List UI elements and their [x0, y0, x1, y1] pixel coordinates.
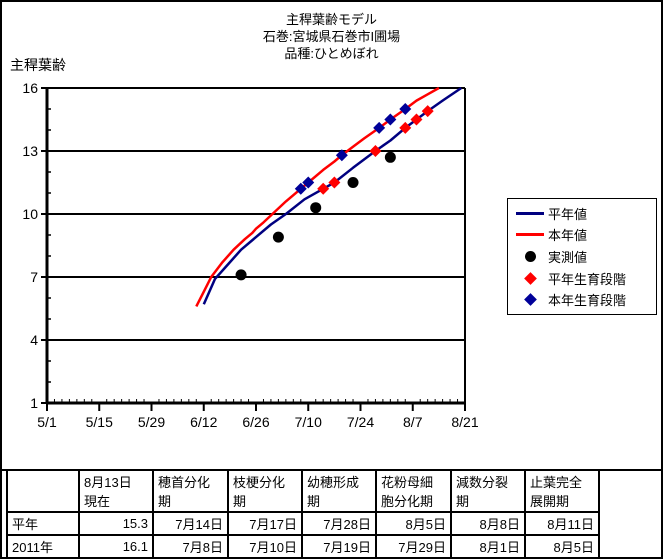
stage-point-marker [399, 103, 412, 115]
legend-label: 平年生育段階 [548, 271, 627, 287]
x-tick-label: 8/21 [451, 414, 478, 430]
table-header-row: 8月13日 現在 穂首分化 期 枝梗分化 期 幼穂形成 期 花粉母細 胞分化期 … [6, 471, 600, 513]
table-row-normal: 平年 15.3 7月14日 7月17日 7月28日 8月5日 8月8日 8月11… [6, 511, 600, 536]
this-year-stage-icon [523, 293, 537, 307]
header-empty [6, 471, 80, 513]
legend-item-normal-line: 平年値 [512, 204, 652, 223]
stage-point-marker [317, 182, 330, 195]
cell-value: 8月11日 [524, 511, 600, 536]
stage-point-marker [294, 182, 307, 195]
chart-title-line1: 主稈葉齢モデル [285, 12, 377, 27]
cell-value: 7月14日 [152, 511, 229, 536]
cell-value: 7月29日 [375, 534, 452, 557]
header-current-leaf-age: 8月13日 現在 [78, 471, 154, 513]
header-stage-3: 幼穂形成 期 [301, 471, 377, 513]
x-tick-label: 5/1 [37, 414, 57, 430]
cell-value: 15.3 [78, 511, 154, 536]
this-year-line [195, 86, 440, 307]
x-tick-label: 8/7 [403, 414, 423, 430]
chart-title-line3: 品種:ひとめぼれ [284, 46, 379, 61]
stage-point-marker [302, 176, 315, 189]
legend-item-this-year-stage: 本年生育段階 [512, 290, 652, 309]
legend-label: 本年値 [548, 228, 588, 244]
stage-point-marker [399, 121, 412, 134]
observed-point-marker [272, 231, 284, 243]
stage-point-marker [384, 113, 397, 126]
observed-point-icon [524, 250, 536, 262]
cell-value: 7月17日 [227, 511, 303, 536]
cell-value: 7月8日 [152, 534, 229, 557]
leaf-age-chart: 16 13 10 7 4 1 5/1 5/15 5/29 6/12 6/26 7/10 7/24 8/7 8… [22, 80, 478, 430]
observed-point-marker [235, 269, 247, 281]
growth-stage-table-section: 8月13日 現在 穂首分化 期 枝梗分化 期 幼穂形成 期 花粉母細 胞分化期 … [2, 469, 661, 557]
stage-point-marker [369, 145, 382, 157]
cell-value: 7月28日 [301, 511, 377, 536]
cell-value: 8月5日 [375, 511, 452, 536]
stage-point-marker [421, 105, 434, 118]
observed-point-marker [347, 177, 359, 188]
header-stage-5: 減数分裂 期 [450, 471, 526, 513]
row-label: 2011年 [6, 534, 80, 557]
stage-point-marker [410, 113, 423, 126]
growth-stage-table: 8月13日 現在 穂首分化 期 枝梗分化 期 幼穂形成 期 花粉母細 胞分化期 … [6, 471, 600, 557]
cell-value: 7月19日 [301, 534, 377, 557]
this-year-stage-points [294, 103, 412, 195]
x-tick-label: 6/26 [242, 414, 269, 430]
legend-label: 平年値 [548, 206, 588, 222]
cell-value: 8月8日 [450, 511, 526, 536]
y-tick-label: 10 [22, 206, 38, 222]
y-tick-label: 4 [30, 332, 38, 348]
y-axis-title: 主稈葉齢 [10, 57, 66, 73]
y-tick-label: 13 [22, 143, 38, 159]
chart-title-line2: 石巻:宮城県石巻市I圃場 [262, 29, 401, 44]
legend-item-normal-stage: 平年生育段階 [512, 269, 652, 288]
this-year-line-icon [516, 233, 544, 237]
x-tick-label: 5/15 [86, 414, 113, 430]
stage-point-marker [335, 149, 348, 162]
stage-point-marker [373, 121, 386, 134]
header-stage-1: 穂首分化 期 [152, 471, 229, 513]
legend-item-this-year-line: 本年値 [512, 225, 652, 244]
cell-value: 7月10日 [227, 534, 303, 557]
legend-item-observed: 実測値 [512, 247, 652, 266]
chart-legend: 平年値 本年値 実測値 平年生育段階 本年生育段階 [507, 198, 657, 315]
table-row-2011: 2011年 16.1 7月8日 7月10日 7月19日 7月29日 8月1日 8… [6, 534, 600, 557]
observed-point-marker [384, 151, 396, 163]
observed-point-marker [310, 202, 322, 214]
cell-value: 8月5日 [524, 534, 600, 557]
y-tick-label: 16 [22, 80, 38, 96]
chart-title: 主稈葉齢モデル 石巻:宮城県石巻市I圃場 品種:ひとめぼれ [2, 11, 661, 62]
legend-label: 実測値 [548, 249, 588, 265]
normal-line-icon [516, 211, 544, 215]
x-tick-label: 7/10 [295, 414, 322, 430]
y-tick-label: 7 [30, 269, 38, 285]
cell-value: 16.1 [78, 534, 154, 557]
row-label: 平年 [6, 511, 80, 536]
legend-label: 本年生育段階 [548, 293, 627, 309]
y-tick-label: 1 [30, 395, 38, 411]
header-stage-4: 花粉母細 胞分化期 [375, 471, 452, 513]
cell-value: 8月1日 [450, 534, 526, 557]
x-tick-label: 7/24 [347, 414, 374, 430]
header-stage-6: 止葉完全 展開期 [524, 471, 600, 513]
normal-stage-points [317, 105, 434, 195]
observed-points [235, 151, 396, 281]
x-tick-label: 6/12 [190, 414, 217, 430]
normal-stage-icon [523, 271, 537, 285]
x-tick-label: 5/29 [138, 414, 165, 430]
stage-point-marker [328, 176, 341, 189]
header-stage-2: 枝梗分化 期 [227, 471, 303, 513]
